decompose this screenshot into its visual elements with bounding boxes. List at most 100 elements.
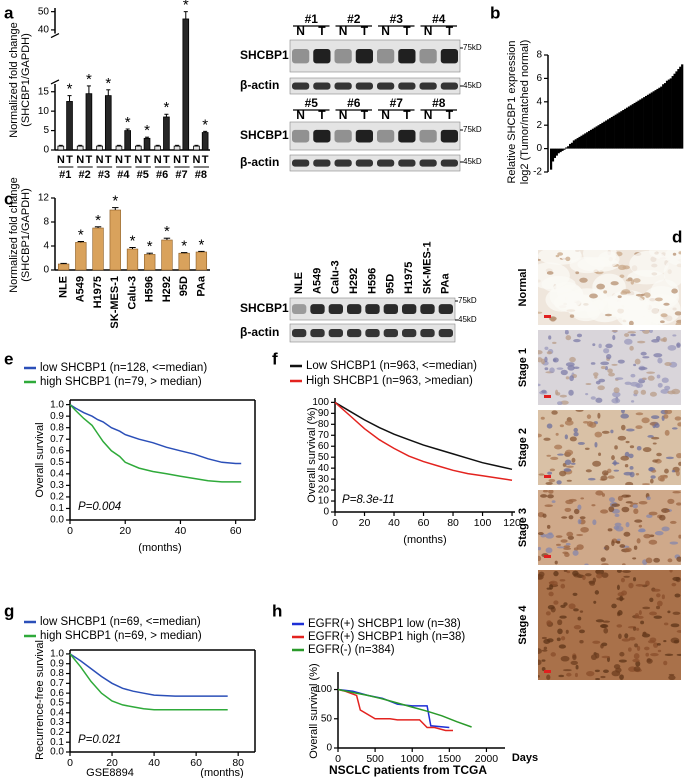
x-tick-label: 100 bbox=[474, 517, 492, 529]
ihc-texture bbox=[645, 652, 650, 657]
bar bbox=[597, 125, 600, 149]
y-tick-label: 50 bbox=[38, 6, 50, 17]
ihc-texture bbox=[637, 340, 646, 344]
legend-label: high SHCBP1 (n=69, > median) bbox=[40, 630, 202, 642]
ihc-texture bbox=[556, 546, 565, 549]
ihc-texture bbox=[625, 494, 631, 498]
ihc-texture bbox=[607, 294, 645, 310]
ihc-texture bbox=[646, 371, 656, 374]
x-tick-label: 0 bbox=[67, 525, 73, 537]
ihc-texture bbox=[607, 528, 613, 532]
bar bbox=[551, 148, 555, 162]
bar bbox=[580, 135, 583, 149]
x-tick-label: 40 bbox=[388, 517, 400, 529]
legend-label: high SHCBP1 (n=79, > median) bbox=[40, 376, 202, 388]
y-axis-label: Overall survival (%) bbox=[308, 663, 320, 758]
blot-band bbox=[365, 304, 380, 315]
group-label: #4 bbox=[117, 169, 130, 181]
ihc-texture bbox=[563, 547, 572, 551]
blot-band bbox=[334, 82, 352, 90]
ihc-texture bbox=[635, 473, 640, 476]
significance-mark: * bbox=[78, 226, 84, 243]
bar bbox=[553, 148, 556, 158]
ihc-texture bbox=[632, 626, 637, 631]
blot-band bbox=[328, 329, 343, 338]
ihc-texture bbox=[549, 367, 555, 374]
ihc-texture bbox=[660, 313, 668, 318]
bar bbox=[85, 93, 93, 151]
bar bbox=[563, 148, 566, 150]
y-tick-label: 0.3 bbox=[50, 717, 64, 728]
blot-band bbox=[328, 304, 343, 315]
ihc-texture bbox=[611, 398, 621, 404]
group-label: #1 bbox=[59, 169, 71, 181]
y-tick-label: 0.6 bbox=[50, 688, 64, 699]
ihc-texture bbox=[596, 283, 606, 290]
x-tick-label: T bbox=[182, 154, 189, 166]
ihc-texture bbox=[615, 377, 624, 380]
lane-label: H292 bbox=[348, 268, 360, 294]
ihc-texture bbox=[629, 504, 634, 508]
ihc-texture bbox=[589, 581, 596, 586]
ihc-texture bbox=[573, 608, 579, 612]
ihc-texture bbox=[646, 514, 653, 519]
ihc-texture bbox=[663, 302, 670, 306]
dataset-label: GSE8894 bbox=[86, 767, 134, 778]
x-tick-label: 500 bbox=[366, 753, 384, 765]
ihc-texture bbox=[577, 518, 582, 525]
ihc-texture bbox=[590, 654, 597, 661]
ihc-texture bbox=[557, 401, 563, 405]
ihc-texture bbox=[648, 539, 658, 545]
ihc-texture bbox=[667, 558, 673, 563]
bar bbox=[154, 145, 161, 151]
blot-band bbox=[334, 159, 352, 167]
ihc-texture bbox=[551, 500, 556, 503]
ihc-texture bbox=[633, 363, 637, 367]
ihc-texture bbox=[552, 341, 557, 344]
ihc-texture bbox=[671, 427, 678, 430]
ihc-texture bbox=[543, 437, 551, 441]
ihc-texture bbox=[559, 424, 564, 428]
ihc-texture bbox=[613, 387, 620, 394]
ihc-texture bbox=[572, 550, 579, 556]
bar bbox=[648, 93, 651, 149]
y-axis-label: log2 (Tumor/matched normal) bbox=[519, 40, 531, 184]
ihc-texture bbox=[673, 639, 680, 644]
ihc-texture bbox=[611, 503, 621, 507]
x-tick-label: 20 bbox=[359, 517, 371, 529]
y-tick-label: 0.9 bbox=[50, 658, 64, 669]
ihc-texture bbox=[623, 575, 630, 578]
ihc-background bbox=[538, 330, 681, 405]
blot-band bbox=[440, 82, 458, 90]
lane-label: A549 bbox=[311, 268, 323, 294]
ihc-texture bbox=[652, 459, 658, 463]
ihc-texture bbox=[544, 356, 548, 363]
y-tick-label: 0.2 bbox=[50, 492, 64, 503]
ihc-texture bbox=[625, 428, 635, 432]
axis-break bbox=[50, 33, 60, 39]
ihc-texture bbox=[638, 366, 648, 370]
significance-mark: * bbox=[67, 81, 73, 98]
panel-label: d bbox=[672, 227, 682, 246]
significance-mark: * bbox=[130, 232, 136, 249]
bar bbox=[662, 84, 665, 149]
ihc-texture bbox=[595, 619, 604, 623]
ihc-texture bbox=[538, 383, 541, 387]
ihc-texture bbox=[603, 627, 609, 634]
ihc-texture bbox=[545, 611, 551, 616]
ihc-texture bbox=[642, 330, 651, 334]
ihc-texture bbox=[543, 646, 548, 650]
ihc-texture bbox=[664, 385, 671, 391]
ihc-texture bbox=[557, 628, 563, 635]
blot-band bbox=[377, 159, 395, 167]
ihc-texture bbox=[550, 652, 556, 657]
ihc-texture bbox=[615, 540, 621, 544]
x-axis-label: Days bbox=[512, 752, 538, 764]
ihc-texture bbox=[538, 546, 542, 551]
ihc-texture bbox=[557, 453, 564, 456]
x-tick-label: H1975 bbox=[92, 276, 104, 308]
ihc-texture bbox=[616, 538, 621, 541]
blot-band bbox=[419, 48, 437, 64]
stage-label: Normal bbox=[517, 269, 529, 307]
group-label: #5 bbox=[305, 96, 319, 110]
